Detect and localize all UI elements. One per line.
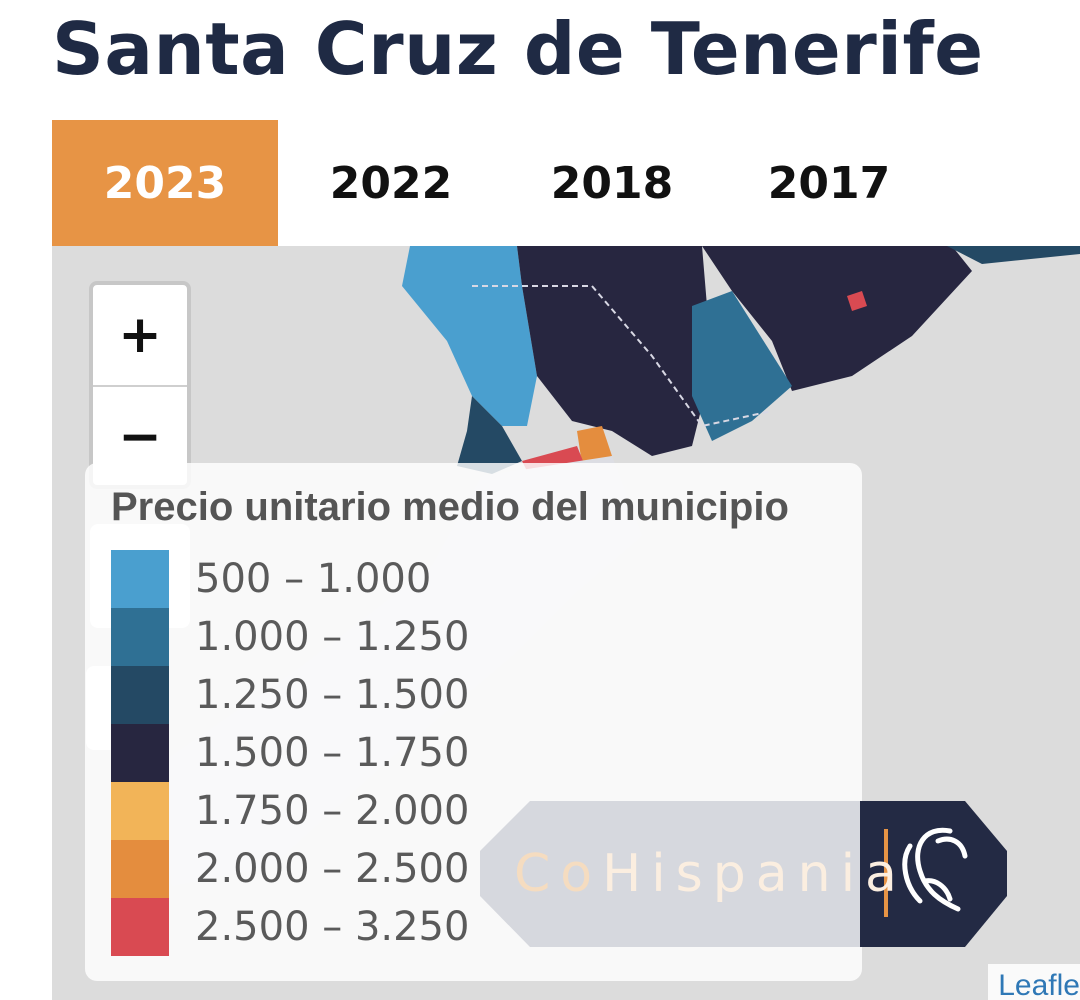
choropleth-map[interactable]: + − Precio unitario medio del municipio … [52,246,1080,1000]
legend-swatch [111,666,169,724]
legend-swatch [111,898,169,956]
municipality-region [577,426,612,464]
municipality-region [692,291,792,441]
brand-suffix: Hispania [602,844,907,904]
brand-watermark: CoHispania [480,801,1007,947]
coastline [472,285,773,428]
legend-swatch [111,782,169,840]
municipality-region [457,396,522,474]
tab-2018[interactable]: 2018 [550,157,674,209]
legend-swatch [111,840,169,898]
legend-label: 1.750 – 2.000 [195,788,470,834]
municipality-region [702,246,972,391]
leaflet-attribution[interactable]: Leafle [988,964,1080,1000]
legend-label: 500 – 1.000 [195,556,432,602]
zoom-control: + − [89,281,191,489]
brand-name: CoHispania [514,839,907,909]
legend-swatch [111,550,169,608]
municipality-region [402,246,537,426]
tab-2023[interactable]: 2023 [52,120,278,246]
legend-label: 1.000 – 1.250 [195,614,470,660]
tab-2017[interactable]: 2017 [767,157,891,209]
zoom-in-button[interactable]: + [93,285,187,387]
legend-label: 2.000 – 2.500 [195,846,470,892]
legend-label: 2.500 – 3.250 [195,904,470,950]
brand-prefix: Co [514,844,603,904]
legend-label: 1.500 – 1.750 [195,730,470,776]
zoom-out-button[interactable]: − [118,407,162,467]
legend-swatch [111,608,169,666]
municipality-region [947,246,1080,264]
legend-label: 1.250 – 1.500 [195,672,470,718]
page-title: Santa Cruz de Tenerife [52,7,984,91]
ibex-icon [902,827,968,912]
legend-title: Precio unitario medio del municipio [111,485,789,529]
legend-swatch [111,724,169,782]
year-tabs: 2023 2022 2018 2017 [52,120,938,246]
watermark-shape [480,801,1007,947]
municipality-region [847,291,867,311]
tab-2022[interactable]: 2022 [329,157,453,209]
municipality-region [517,246,712,456]
